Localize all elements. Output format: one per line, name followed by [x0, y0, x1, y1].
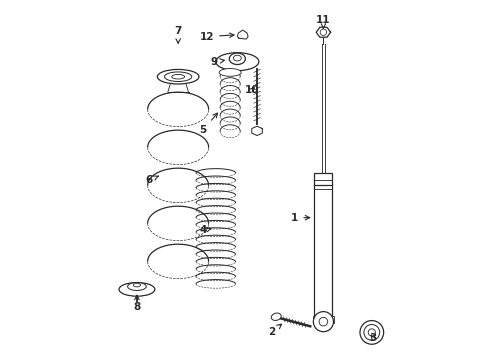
Ellipse shape [219, 68, 241, 76]
Text: 10: 10 [244, 85, 258, 95]
Text: 4: 4 [199, 225, 211, 235]
Bar [312, 316, 333, 323]
Ellipse shape [215, 53, 258, 71]
Text: 9: 9 [210, 57, 224, 67]
Text: 12: 12 [199, 32, 234, 41]
Ellipse shape [127, 283, 146, 291]
Circle shape [363, 324, 379, 340]
Text: 3: 3 [368, 333, 376, 343]
Ellipse shape [229, 53, 245, 64]
Text: 2: 2 [267, 324, 281, 337]
Circle shape [313, 312, 333, 332]
Text: 6: 6 [145, 175, 158, 185]
Ellipse shape [119, 283, 155, 296]
Text: 7: 7 [174, 26, 182, 43]
Ellipse shape [271, 313, 281, 320]
Circle shape [367, 329, 375, 336]
Polygon shape [316, 27, 330, 37]
Polygon shape [251, 126, 262, 135]
Text: 11: 11 [316, 15, 330, 28]
Circle shape [359, 320, 383, 344]
Text: 1: 1 [290, 213, 309, 222]
Text: 5: 5 [199, 113, 217, 135]
Text: 8: 8 [133, 295, 140, 312]
Bar [314, 173, 332, 316]
Polygon shape [237, 30, 247, 39]
Ellipse shape [133, 283, 140, 287]
Ellipse shape [233, 55, 241, 61]
